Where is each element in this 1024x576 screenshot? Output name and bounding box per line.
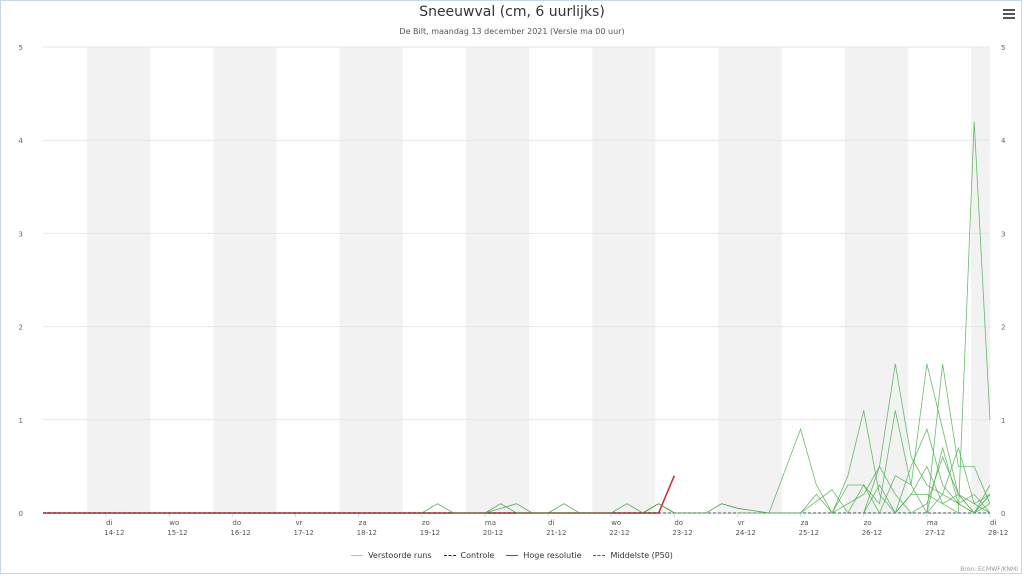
legend: Verstoorde runs Controle Hoge resolutie Mid… <box>0 549 1024 560</box>
x-dow-18-12: za <box>359 519 367 527</box>
x-dow-17-12: vr <box>296 519 303 527</box>
band-1 <box>213 47 277 513</box>
y-tick-right-0: 0 <box>1001 510 1005 518</box>
x-dow-22-12: wo <box>611 519 621 527</box>
legend-item-1[interactable]: Controle <box>443 551 495 560</box>
legend-item-3[interactable]: Middelste (P50) <box>593 551 673 560</box>
series-perturbed-5 <box>737 427 991 514</box>
series-perturbed-13 <box>926 446 991 514</box>
band-0 <box>87 47 151 513</box>
y-tick-left-5: 5 <box>19 44 23 52</box>
x-dow-23-12: do <box>674 519 683 527</box>
x-dow-27-12: ma <box>927 519 938 527</box>
band-5 <box>718 47 782 513</box>
y-tick-left-1: 1 <box>19 417 23 425</box>
x-dow-16-12: do <box>232 519 241 527</box>
x-date-22-12: 22-12 <box>609 529 629 537</box>
series-lines <box>43 121 991 514</box>
x-date-14-12: 14-12 <box>104 529 124 537</box>
legend-item-0[interactable]: Verstoorde runs <box>351 551 432 560</box>
weekend-bands <box>87 47 990 513</box>
hamburger-menu-icon[interactable] <box>1003 9 1015 19</box>
x-date-15-12: 15-12 <box>167 529 187 537</box>
x-dow-21-12: di <box>548 519 554 527</box>
x-dow-24-12: vr <box>737 519 744 527</box>
y-tick-labels: 0 0 1 1 2 2 3 3 4 4 5 5 <box>19 44 1006 518</box>
series-perturbed-12 <box>926 363 991 514</box>
series-perturbed-4 <box>642 503 801 514</box>
band-4 <box>592 47 656 513</box>
x-dow-25-12: za <box>801 519 809 527</box>
x-date-19-12: 19-12 <box>420 529 440 537</box>
x-date-28-12: 28-12 <box>988 529 1008 537</box>
legend-swatch-0 <box>351 555 364 556</box>
x-dow-15-12: wo <box>169 519 179 527</box>
x-date-25-12: 25-12 <box>799 529 819 537</box>
band-6 <box>844 47 908 513</box>
x-date-24-12: 24-12 <box>735 529 755 537</box>
x-date-18-12: 18-12 <box>357 529 377 537</box>
y-tick-right-4: 4 <box>1001 137 1006 145</box>
band-7 <box>971 47 990 513</box>
series-perturbed-10 <box>863 363 991 514</box>
x-dow-20-12: ma <box>485 519 496 527</box>
x-date-23-12: 23-12 <box>672 529 692 537</box>
x-date-26-12: 26-12 <box>862 529 882 537</box>
x-date-17-12: 17-12 <box>294 529 314 537</box>
y-tick-left-2: 2 <box>19 324 23 332</box>
y-tick-left-3: 3 <box>19 230 23 238</box>
band-3 <box>465 47 530 513</box>
y-tick-left-4: 4 <box>19 137 24 145</box>
legend-swatch-1 <box>443 555 456 556</box>
series-perturbed-9 <box>863 465 991 514</box>
legend-label-3: Middelste (P50) <box>610 551 673 560</box>
y-tick-right-3: 3 <box>1001 230 1005 238</box>
y-tick-right-2: 2 <box>1001 324 1005 332</box>
legend-item-2[interactable]: Hoge resolutie <box>506 551 581 560</box>
y-tick-right-5: 5 <box>1001 44 1005 52</box>
legend-label-1: Controle <box>460 551 495 560</box>
x-dow-19-12: zo <box>422 519 430 527</box>
chart-subtitle: De Bilt, maandag 13 december 2021 (Versi… <box>399 27 625 36</box>
x-dow-26-12: zo <box>864 519 872 527</box>
y-tick-right-1: 1 <box>1001 417 1005 425</box>
credits[interactable]: Bron: ECMWF/KNMI <box>960 566 1018 573</box>
chart-title: Sneeuwval (cm, 6 uurlijks) <box>419 4 605 20</box>
x-date-20-12: 20-12 <box>483 529 503 537</box>
x-date-16-12: 16-12 <box>230 529 250 537</box>
x-dow-14-12: di <box>106 519 112 527</box>
legend-label-0: Verstoorde runs <box>368 551 432 560</box>
legend-label-2: Hoge resolutie <box>523 551 582 560</box>
legend-swatch-2 <box>506 555 519 556</box>
x-date-21-12: 21-12 <box>546 529 566 537</box>
band-2 <box>339 47 403 513</box>
x-tick-labels: di 14-12 wo 15-12 do 16-12 vr 17-12 za 18-12 zo 19-… <box>104 513 1008 537</box>
legend-swatch-3 <box>593 555 606 556</box>
x-date-27-12: 27-12 <box>925 529 945 537</box>
y-tick-left-0: 0 <box>19 510 23 518</box>
series-perturbed-2 <box>421 503 580 514</box>
x-dow-28-12: di <box>990 519 996 527</box>
